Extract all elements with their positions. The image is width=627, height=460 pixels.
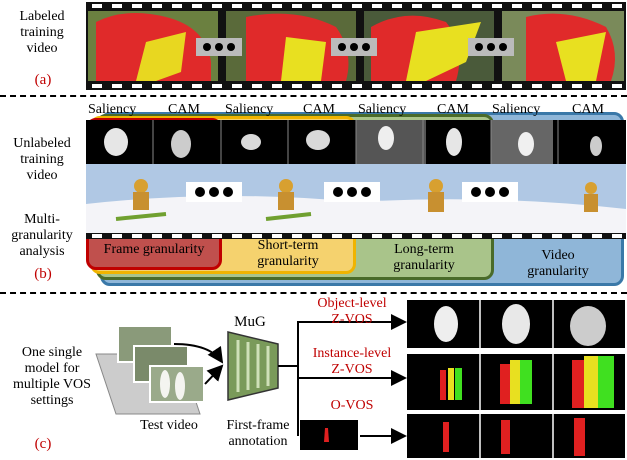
saliency-header: Saliency	[358, 102, 407, 117]
ellipsis-icon	[468, 38, 514, 56]
panel-c-label: One single model for multiple VOS settin…	[2, 345, 102, 409]
cam-header: CAM	[572, 102, 604, 117]
panel-c-label-line: settings	[30, 393, 74, 408]
output-label-line: Z-VOS	[331, 362, 373, 377]
granularity-label-line: Short-term	[257, 238, 319, 253]
snowbiker-frame-1	[115, 179, 167, 221]
granularity-label-line: Frame granularity	[103, 242, 205, 257]
panel-a-label: Labeled training video	[2, 9, 82, 57]
saliency-header: Saliency	[225, 102, 274, 117]
snowbiker-frame-2	[265, 179, 312, 221]
filmstrip-bottom-border	[86, 233, 626, 239]
saliency-cam-strip	[86, 120, 626, 164]
instance-level-output-strip	[407, 354, 625, 410]
output-label-line: Object-level	[317, 296, 387, 311]
first-frame-annotation-label: First-frame annotation	[216, 418, 300, 450]
panel-b-label-line: Unlabeled	[13, 136, 71, 151]
test-video-label: Test video	[140, 418, 198, 433]
snowbiker-frame-4	[584, 182, 598, 212]
section-divider	[0, 95, 627, 97]
labeled-frame-4	[502, 11, 624, 82]
test-video-stack	[95, 325, 205, 415]
panel-c-label-line: One single	[21, 345, 83, 360]
first-frame-label-line: First-frame	[226, 418, 290, 433]
panel-b-label-multigranularity: Multi- granularity analysis	[2, 212, 82, 260]
cam-header: CAM	[168, 102, 200, 117]
object-level-zvos-label: Object-level Z-VOS	[300, 296, 404, 328]
panel-c-label-line: multiple VOS	[13, 377, 91, 392]
panel-b-tag: (b)	[34, 266, 52, 282]
ellipsis-icon	[462, 182, 518, 202]
mug-model-icon	[227, 331, 279, 401]
output-label-line: O-VOS	[330, 398, 374, 413]
panel-a-label-line: Labeled	[19, 9, 65, 24]
panel-a-tag: (a)	[34, 72, 52, 88]
frame-granularity-label: Frame granularity	[88, 242, 220, 258]
o-vos-output-strip	[407, 414, 625, 458]
unlabeled-video-filmstrip	[86, 164, 626, 234]
short-term-granularity-label: Short-term granularity	[222, 238, 354, 270]
granularity-label-line: granularity	[393, 258, 455, 273]
ellipsis-icon	[331, 38, 377, 56]
granularity-label-line: Long-term	[394, 242, 454, 257]
panel-b-label-line: Multi-	[24, 212, 60, 227]
panel-a-label-line: training	[20, 25, 64, 40]
granularity-label-line: Video	[541, 248, 575, 263]
output-label-line: Z-VOS	[331, 312, 373, 327]
ellipsis-icon	[196, 38, 242, 56]
saliency-header: Saliency	[492, 102, 541, 117]
cam-header: CAM	[437, 102, 469, 117]
panel-c-diagram	[95, 300, 625, 458]
panel-b-label-line: granularity	[11, 228, 73, 243]
snowbiker-frame-3	[428, 179, 444, 212]
panel-c-tag: (c)	[34, 436, 52, 452]
first-frame-label-line: annotation	[228, 434, 288, 449]
o-vos-label: O-VOS	[300, 398, 404, 414]
granularity-label-line: granularity	[257, 254, 319, 269]
ellipsis-icon	[324, 182, 380, 202]
instance-level-zvos-label: Instance-level Z-VOS	[300, 346, 404, 378]
saliency-header: Saliency	[88, 102, 137, 117]
granularity-label-line: granularity	[527, 264, 589, 279]
panel-b-label-line: video	[26, 168, 58, 183]
section-divider	[0, 292, 627, 294]
panel-a-label-line: video	[26, 41, 58, 56]
ellipsis-icon	[186, 182, 242, 202]
panel-b-label-line: training	[20, 152, 64, 167]
panel-b-label-line: analysis	[19, 244, 65, 259]
labeled-video-filmstrip	[86, 2, 626, 90]
panel-c-label-line: model for	[24, 361, 80, 376]
mug-model-label: MuG	[234, 314, 266, 330]
cam-header: CAM	[303, 102, 335, 117]
video-granularity-label: Video granularity	[494, 248, 622, 280]
long-term-granularity-label: Long-term granularity	[356, 242, 492, 274]
object-level-output-strip	[407, 300, 625, 348]
output-label-line: Instance-level	[312, 346, 392, 361]
panel-b-label-unlabeled: Unlabeled training video	[2, 136, 82, 184]
